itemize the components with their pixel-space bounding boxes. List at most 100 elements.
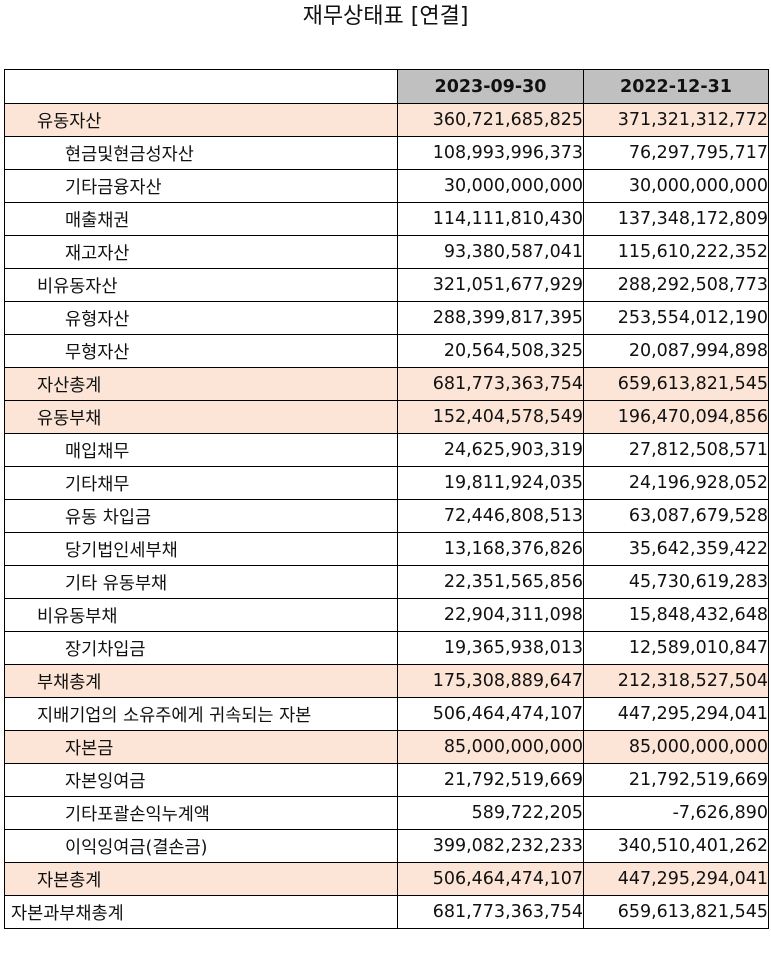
value-2023-09-30: 360,721,685,825 — [397, 103, 584, 137]
row-label: 매입채무 — [4, 433, 398, 467]
row-label: 자본과부채총계 — [4, 895, 398, 929]
row-label: 재고자산 — [4, 235, 398, 269]
table-row: 유형자산 288,399,817,395 253,554,012,190 — [4, 301, 769, 335]
column-header-2022-12-31: 2022-12-31 — [583, 69, 769, 104]
value-2023-09-30: 19,811,924,035 — [397, 466, 584, 500]
row-label: 기타 유동부채 — [4, 565, 398, 599]
row-label: 매출채권 — [4, 202, 398, 236]
row-label: 자본금 — [4, 730, 398, 764]
value-2022-12-31: 30,000,000,000 — [583, 169, 769, 203]
table-row: 비유동부채 22,904,311,098 15,848,432,648 — [4, 598, 769, 632]
table-row: 유동부채 152,404,578,549 196,470,094,856 — [4, 400, 769, 434]
table-row: 유동 차입금 72,446,808,513 63,087,679,528 — [4, 499, 769, 533]
value-2022-12-31: 45,730,619,283 — [583, 565, 769, 599]
value-2023-09-30: 85,000,000,000 — [397, 730, 584, 764]
value-2023-09-30: 22,351,565,856 — [397, 565, 584, 599]
row-label: 자산총계 — [4, 367, 398, 401]
table-row: 현금및현금성자산 108,993,996,373 76,297,795,717 — [4, 136, 769, 170]
row-label: 무형자산 — [4, 334, 398, 368]
value-2023-09-30: 30,000,000,000 — [397, 169, 584, 203]
value-2022-12-31: 137,348,172,809 — [583, 202, 769, 236]
value-2022-12-31: 76,297,795,717 — [583, 136, 769, 170]
table-row: 기타채무 19,811,924,035 24,196,928,052 — [4, 466, 769, 500]
value-2022-12-31: -7,626,890 — [583, 796, 769, 830]
row-label: 장기차입금 — [4, 631, 398, 665]
value-2022-12-31: 85,000,000,000 — [583, 730, 769, 764]
value-2022-12-31: 212,318,527,504 — [583, 664, 769, 698]
value-2023-09-30: 399,082,232,233 — [397, 829, 584, 863]
value-2023-09-30: 108,993,996,373 — [397, 136, 584, 170]
row-label: 이익잉여금(결손금) — [4, 829, 398, 863]
row-label: 기타포괄손익누계액 — [4, 796, 398, 830]
table-row: 자본잉여금 21,792,519,669 21,792,519,669 — [4, 763, 769, 797]
row-label: 유동 차입금 — [4, 499, 398, 533]
table-row: 장기차입금 19,365,938,013 12,589,010,847 — [4, 631, 769, 665]
row-label: 기타금융자산 — [4, 169, 398, 203]
row-label: 유형자산 — [4, 301, 398, 335]
value-2023-09-30: 506,464,474,107 — [397, 697, 584, 731]
value-2022-12-31: 447,295,294,041 — [583, 862, 769, 896]
value-2023-09-30: 589,722,205 — [397, 796, 584, 830]
value-2022-12-31: 288,292,508,773 — [583, 268, 769, 302]
table-row: 자본금 85,000,000,000 85,000,000,000 — [4, 730, 769, 764]
value-2022-12-31: 196,470,094,856 — [583, 400, 769, 434]
row-label: 지배기업의 소유주에게 귀속되는 자본 — [4, 697, 398, 731]
row-label: 비유동자산 — [4, 268, 398, 302]
row-label: 자본총계 — [4, 862, 398, 896]
table-row: 기타 유동부채 22,351,565,856 45,730,619,283 — [4, 565, 769, 599]
value-2022-12-31: 115,610,222,352 — [583, 235, 769, 269]
value-2022-12-31: 447,295,294,041 — [583, 697, 769, 731]
value-2022-12-31: 659,613,821,545 — [583, 895, 769, 929]
row-label: 현금및현금성자산 — [4, 136, 398, 170]
value-2023-09-30: 681,773,363,754 — [397, 895, 584, 929]
value-2022-12-31: 15,848,432,648 — [583, 598, 769, 632]
table-row: 매입채무 24,625,903,319 27,812,508,571 — [4, 433, 769, 467]
table-row: 재고자산 93,380,587,041 115,610,222,352 — [4, 235, 769, 269]
value-2023-09-30: 20,564,508,325 — [397, 334, 584, 368]
value-2022-12-31: 340,510,401,262 — [583, 829, 769, 863]
table-row: 비유동자산 321,051,677,929 288,292,508,773 — [4, 268, 769, 302]
table-body: 유동자산 360,721,685,825 371,321,312,772 현금및현금성… — [4, 103, 769, 929]
value-2023-09-30: 506,464,474,107 — [397, 862, 584, 896]
value-2022-12-31: 659,613,821,545 — [583, 367, 769, 401]
value-2022-12-31: 24,196,928,052 — [583, 466, 769, 500]
table-row: 부채총계 175,308,889,647 212,318,527,504 — [4, 664, 769, 698]
row-label: 부채총계 — [4, 664, 398, 698]
value-2023-09-30: 93,380,587,041 — [397, 235, 584, 269]
table-row: 지배기업의 소유주에게 귀속되는 자본 506,464,474,107 447,29… — [4, 697, 769, 731]
table-row: 무형자산 20,564,508,325 20,087,994,898 — [4, 334, 769, 368]
value-2023-09-30: 13,168,376,826 — [397, 532, 584, 566]
value-2022-12-31: 27,812,508,571 — [583, 433, 769, 467]
table-row: 매출채권 114,111,810,430 137,348,172,809 — [4, 202, 769, 236]
table-row: 자본과부채총계 681,773,363,754 659,613,821,545 — [4, 895, 769, 929]
value-2023-09-30: 288,399,817,395 — [397, 301, 584, 335]
row-label: 자본잉여금 — [4, 763, 398, 797]
table-row: 당기법인세부채 13,168,376,826 35,642,359,422 — [4, 532, 769, 566]
value-2023-09-30: 321,051,677,929 — [397, 268, 584, 302]
row-label: 당기법인세부채 — [4, 532, 398, 566]
value-2023-09-30: 19,365,938,013 — [397, 631, 584, 665]
value-2023-09-30: 24,625,903,319 — [397, 433, 584, 467]
value-2022-12-31: 253,554,012,190 — [583, 301, 769, 335]
value-2023-09-30: 21,792,519,669 — [397, 763, 584, 797]
column-header-2023-09-30: 2023-09-30 — [397, 69, 584, 104]
table-row: 유동자산 360,721,685,825 371,321,312,772 — [4, 103, 769, 137]
value-2022-12-31: 21,792,519,669 — [583, 763, 769, 797]
row-label: 유동부채 — [4, 400, 398, 434]
page-title: 재무상태표 [연결] — [302, 4, 469, 29]
table-row: 기타금융자산 30,000,000,000 30,000,000,000 — [4, 169, 769, 203]
row-label: 유동자산 — [4, 103, 398, 137]
value-2022-12-31: 63,087,679,528 — [583, 499, 769, 533]
value-2023-09-30: 681,773,363,754 — [397, 367, 584, 401]
table-row: 자본총계 506,464,474,107 447,295,294,041 — [4, 862, 769, 896]
value-2023-09-30: 175,308,889,647 — [397, 664, 584, 698]
value-2023-09-30: 22,904,311,098 — [397, 598, 584, 632]
value-2022-12-31: 12,589,010,847 — [583, 631, 769, 665]
value-2022-12-31: 20,087,994,898 — [583, 334, 769, 368]
value-2022-12-31: 35,642,359,422 — [583, 532, 769, 566]
value-2023-09-30: 72,446,808,513 — [397, 499, 584, 533]
row-label: 비유동부채 — [4, 598, 398, 632]
value-2022-12-31: 371,321,312,772 — [583, 103, 769, 137]
header-row: 2023-09-30 2022-12-31 — [4, 69, 769, 104]
header-blank-cell — [4, 69, 398, 104]
